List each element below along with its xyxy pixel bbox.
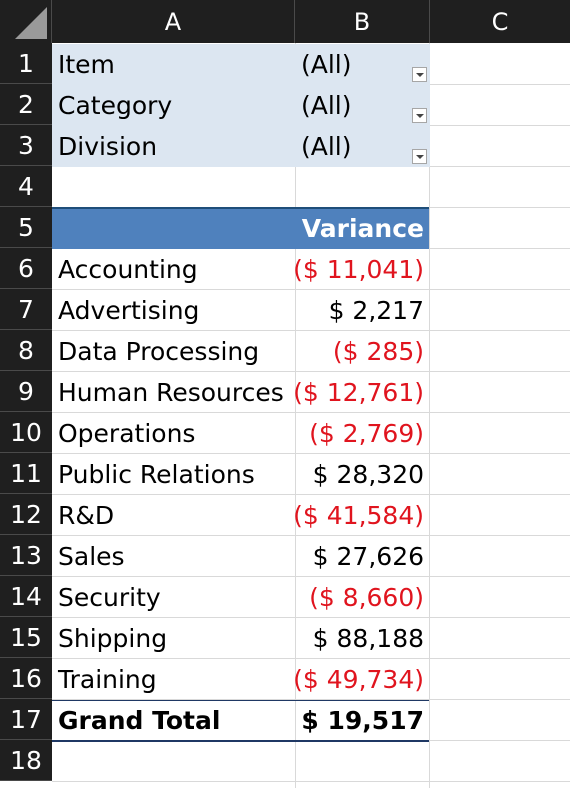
pivot-row-label[interactable]: Advertising [58, 296, 200, 325]
gridline [52, 330, 570, 331]
row-header[interactable]: 12 [0, 494, 52, 535]
pivot-row-value[interactable]: ($ 11,041) [293, 255, 424, 284]
gridline [52, 535, 570, 536]
pivot-row-label[interactable]: R&D [58, 501, 115, 530]
row-header[interactable]: 7 [0, 289, 52, 330]
select-all-triangle-icon [15, 7, 47, 39]
gridline [52, 371, 570, 372]
gridline [52, 781, 570, 782]
chevron-down-icon [415, 113, 424, 118]
pivot-row-value[interactable]: ($ 8,660) [309, 583, 424, 612]
pivot-row-value[interactable]: ($ 41,584) [293, 501, 424, 530]
pivot-row-value[interactable]: $ 2,217 [328, 296, 424, 325]
gridline [52, 617, 570, 618]
row-header[interactable]: 10 [0, 412, 52, 453]
filter-value-category[interactable]: (All) [295, 85, 430, 126]
pivot-row-label[interactable]: Human Resources [58, 378, 284, 407]
gridline [52, 699, 570, 700]
filter-item-dropdown-button[interactable] [412, 67, 427, 82]
gridline [429, 43, 430, 788]
column-header-c[interactable]: C [430, 0, 570, 43]
row-header[interactable]: 16 [0, 658, 52, 699]
pivot-value-header[interactable]: Variance [301, 214, 424, 243]
filter-value-division[interactable]: (All) [295, 126, 430, 167]
grand-total-label[interactable]: Grand Total [58, 706, 221, 735]
row-header[interactable]: 13 [0, 535, 52, 576]
filter-label-division[interactable]: Division [52, 126, 295, 167]
pivot-row-label[interactable]: Accounting [58, 255, 198, 284]
row-header[interactable]: 9 [0, 371, 52, 412]
pivot-row-label[interactable]: Operations [58, 419, 196, 448]
gridline [52, 289, 570, 290]
pivot-row-label[interactable]: Shipping [58, 624, 168, 653]
row-header[interactable]: 17 [0, 699, 52, 740]
row-header[interactable]: 5 [0, 207, 52, 248]
chevron-down-icon [415, 154, 424, 159]
row-header[interactable]: 2 [0, 84, 52, 125]
row-header[interactable]: 8 [0, 330, 52, 371]
row-header[interactable]: 15 [0, 617, 52, 658]
grand-total-value[interactable]: $ 19,517 [301, 706, 424, 735]
chevron-down-icon [415, 72, 424, 77]
row-header[interactable]: 4 [0, 166, 52, 207]
pivot-row-label[interactable]: Data Processing [58, 337, 260, 366]
gridline [52, 494, 570, 495]
gridline [52, 412, 570, 413]
gridline [52, 576, 570, 577]
row-header[interactable]: 14 [0, 576, 52, 617]
column-header-a[interactable]: A [52, 0, 295, 43]
row-header[interactable]: 1 [0, 43, 52, 84]
filter-label-category[interactable]: Category [52, 85, 295, 126]
pivot-header-band [52, 207, 429, 249]
pivot-row-value[interactable]: $ 28,320 [312, 460, 424, 489]
pivot-row-label[interactable]: Sales [58, 542, 125, 571]
pivot-row-label[interactable]: Security [58, 583, 161, 612]
filter-value-item[interactable]: (All) [295, 44, 430, 85]
grand-total-top-border [52, 700, 429, 701]
grand-total-bottom-border [52, 740, 429, 742]
gridline [52, 453, 570, 454]
row-header[interactable]: 3 [0, 125, 52, 166]
pivot-row-label[interactable]: Public Relations [58, 460, 255, 489]
pivot-row-value[interactable]: ($ 49,734) [293, 665, 424, 694]
filter-category-dropdown-button[interactable] [412, 108, 427, 123]
row-header[interactable]: 6 [0, 248, 52, 289]
filter-division-dropdown-button[interactable] [412, 149, 427, 164]
gridline [52, 658, 570, 659]
pivot-row-value[interactable]: ($ 12,761) [293, 378, 424, 407]
row-header[interactable]: 18 [0, 740, 52, 781]
row-header[interactable]: 11 [0, 453, 52, 494]
pivot-row-value[interactable]: ($ 2,769) [309, 419, 424, 448]
gridline [295, 43, 296, 788]
pivot-row-value[interactable]: ($ 285) [332, 337, 424, 366]
pivot-row-value[interactable]: $ 27,626 [312, 542, 424, 571]
pivot-row-label[interactable]: Training [58, 665, 157, 694]
pivot-row-value[interactable]: $ 88,188 [312, 624, 424, 653]
select-all-corner[interactable] [0, 0, 52, 43]
column-header-b[interactable]: B [295, 0, 430, 43]
filter-label-item[interactable]: Item [52, 44, 295, 85]
